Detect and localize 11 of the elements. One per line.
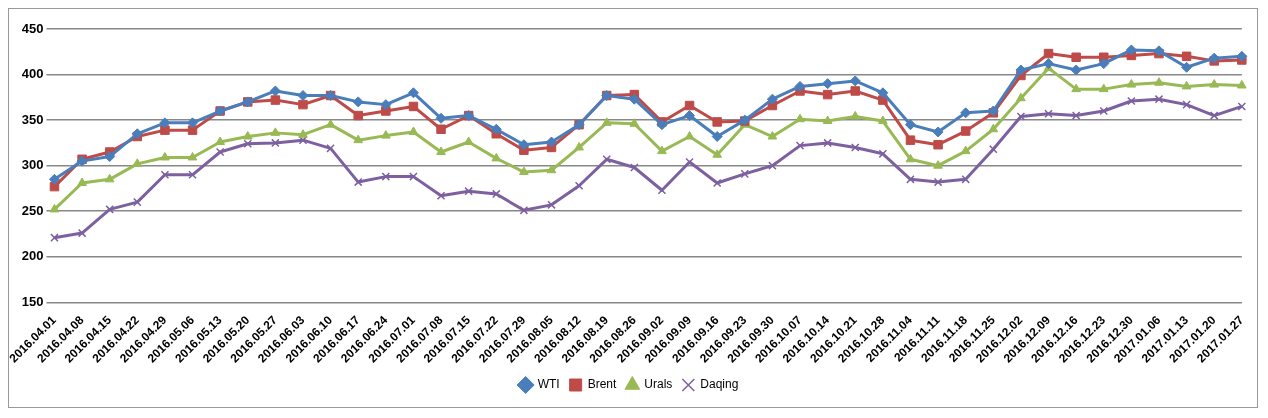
legend-label: Urals [644, 377, 673, 392]
legend-label: Brent [587, 377, 617, 392]
legend-label: WTI [537, 377, 560, 392]
legend-label: Daqing [700, 377, 739, 392]
y-tick-label: 200 [21, 248, 44, 264]
y-tick-label: 250 [21, 202, 44, 218]
y-tick-label: 450 [21, 20, 44, 36]
y-tick-label: 350 [21, 111, 44, 127]
y-tick-label: 150 [21, 293, 44, 309]
y-tick-label: 400 [21, 66, 44, 82]
y-tick-label: 300 [21, 157, 44, 173]
